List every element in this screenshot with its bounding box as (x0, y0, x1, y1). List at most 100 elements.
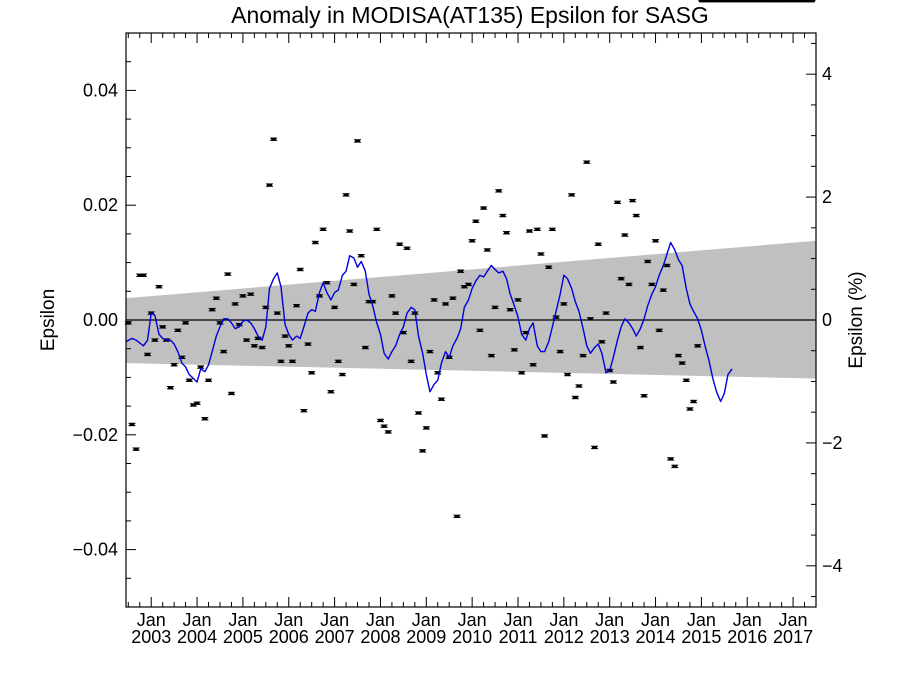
data-point (159, 325, 167, 329)
data-point (319, 227, 327, 232)
data-point-marker (167, 386, 173, 389)
data-point-marker (519, 371, 525, 375)
data-point-marker (400, 331, 406, 334)
data-point (392, 311, 400, 315)
data-point (682, 378, 690, 382)
data-point (659, 288, 667, 292)
data-point (403, 246, 411, 250)
data-point-marker (794, 0, 800, 3)
data-point-marker (790, 0, 796, 3)
data-point-marker (232, 302, 238, 306)
data-point (674, 353, 682, 358)
data-point-marker (664, 264, 670, 267)
x-tick-label-year: 2015 (681, 627, 721, 647)
data-point-marker (802, 0, 808, 3)
data-point (774, 0, 782, 3)
data-point (491, 305, 499, 310)
data-point-marker (267, 183, 273, 187)
data-point (384, 430, 392, 434)
data-point (541, 434, 549, 438)
data-point-marker (389, 294, 395, 298)
data-point (804, 0, 812, 3)
data-point-marker (240, 294, 246, 298)
x-tick-label-month: Jan (503, 610, 532, 630)
data-point (354, 139, 362, 143)
data-point (671, 464, 679, 469)
data-point (789, 0, 797, 3)
data-point (396, 242, 404, 246)
data-point (243, 338, 251, 342)
data-point (781, 0, 789, 3)
data-point (132, 447, 140, 451)
data-point (338, 372, 346, 377)
data-point (288, 359, 296, 364)
data-point-marker (714, 0, 720, 3)
data-point-marker (653, 239, 659, 242)
data-point-marker (282, 334, 288, 338)
data-point (785, 0, 793, 3)
data-point-marker (324, 281, 330, 284)
data-point (545, 265, 553, 269)
data-point (170, 363, 178, 367)
data-point (591, 445, 599, 450)
data-point (652, 239, 660, 243)
data-point-marker (137, 274, 143, 277)
data-point-marker (736, 0, 742, 3)
data-point-marker (397, 243, 403, 246)
data-point (151, 338, 159, 342)
data-point-marker (289, 360, 295, 363)
data-point (735, 0, 743, 3)
data-point-marker (744, 0, 750, 3)
data-point-marker (580, 354, 586, 357)
data-point-marker (492, 306, 498, 309)
data-point-marker (221, 350, 227, 353)
data-point-marker (488, 354, 494, 357)
data-point-marker (129, 423, 135, 426)
data-point-marker (622, 233, 628, 237)
data-point (273, 311, 281, 315)
data-point-marker (572, 396, 578, 399)
data-point (801, 0, 809, 3)
x-tick-label-year: 2008 (360, 627, 400, 647)
data-point (629, 198, 637, 203)
y-tick-label-left: 0.00 (83, 310, 118, 330)
data-point-marker (274, 311, 280, 315)
data-point-marker (534, 228, 540, 231)
data-point-marker (546, 265, 552, 269)
data-point-marker (538, 252, 544, 256)
data-point-marker (309, 371, 315, 375)
data-point-marker (641, 394, 647, 397)
data-point (334, 359, 342, 364)
y-tick-label-right: 4 (822, 64, 832, 84)
data-point-marker (278, 360, 284, 363)
data-point (755, 0, 763, 3)
data-point (743, 0, 751, 3)
data-point (224, 272, 232, 276)
data-point (369, 299, 377, 304)
data-point (503, 231, 511, 235)
x-tick-label-month: Jan (412, 610, 441, 630)
data-point (770, 0, 778, 3)
data-point (197, 365, 205, 369)
data-point-marker (423, 426, 429, 430)
data-point-marker (484, 248, 490, 252)
data-point-marker (332, 306, 338, 309)
data-point (185, 378, 193, 382)
data-point-marker (660, 288, 666, 292)
data-point (304, 342, 312, 346)
data-point-marker (320, 228, 326, 231)
data-point-marker (443, 302, 449, 306)
data-point-marker (691, 400, 697, 403)
data-point-marker (362, 346, 368, 349)
data-point-marker (576, 384, 582, 388)
x-tick-label-month: Jan (595, 610, 624, 630)
data-point-marker (504, 231, 510, 234)
y-tick-label-left: −0.04 (72, 540, 118, 560)
data-point (239, 294, 247, 298)
data-point-marker (431, 298, 437, 302)
data-point (442, 302, 450, 306)
data-point-marker (435, 371, 441, 375)
data-point (609, 380, 617, 384)
data-point (564, 372, 572, 377)
data-point (285, 344, 293, 348)
